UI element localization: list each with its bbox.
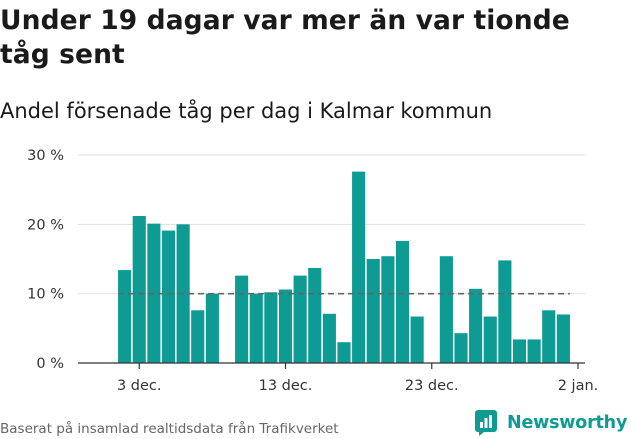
bar xyxy=(527,339,541,363)
bar xyxy=(337,342,351,363)
x-axis-labels: 3 dec. 13 dec. 23 dec. 2 jan. xyxy=(117,378,598,394)
bar xyxy=(352,171,366,363)
bar xyxy=(161,230,176,363)
bar xyxy=(483,316,497,363)
bar xyxy=(556,314,570,363)
bar xyxy=(278,289,293,363)
bar xyxy=(454,333,468,363)
bar xyxy=(205,293,219,363)
bar xyxy=(395,240,410,363)
y-tick-label: 30 % xyxy=(27,148,64,164)
bar xyxy=(191,310,205,363)
x-tick-label: 23 dec. xyxy=(405,378,459,394)
source-note: Baserat på insamlad realtidsdata från Tr… xyxy=(0,421,339,437)
x-tick-label: 2 jan. xyxy=(558,378,599,394)
newsworthy-logo-icon xyxy=(475,410,497,436)
y-tick-label: 0 % xyxy=(36,356,64,372)
bar xyxy=(308,268,322,363)
bar xyxy=(439,256,453,363)
bar xyxy=(322,313,336,363)
brand[interactable]: Newsworthy xyxy=(475,408,627,438)
y-axis-labels: 0 % 10 % 20 % 30 % xyxy=(27,148,64,372)
bar xyxy=(235,275,249,363)
y-tick-label: 20 % xyxy=(27,217,64,233)
bar xyxy=(542,310,556,363)
bar xyxy=(469,288,483,363)
x-axis xyxy=(78,362,585,369)
x-tick-label: 3 dec. xyxy=(117,378,162,394)
y-tick-label: 10 % xyxy=(27,287,64,303)
bar xyxy=(410,316,424,363)
chart-title: Under 19 dagar var mer än var tionde tåg… xyxy=(0,5,570,70)
bar xyxy=(249,293,263,363)
bar xyxy=(293,275,307,363)
bars xyxy=(118,171,570,363)
bar xyxy=(118,270,132,363)
bar xyxy=(498,260,512,363)
bar xyxy=(264,292,278,363)
bar xyxy=(132,216,146,363)
bar-chart: 0 % 10 % 20 % 30 % 3 dec. 13 dec. 23 dec. 2 ja… xyxy=(27,148,598,394)
brand-name: Newsworthy xyxy=(507,413,628,433)
bar xyxy=(512,339,527,363)
chart-subtitle: Andel försenade tåg per dag i Kalmar kom… xyxy=(0,99,493,123)
bar xyxy=(381,256,395,363)
x-tick-label: 13 dec. xyxy=(259,378,313,394)
bar xyxy=(366,259,380,363)
